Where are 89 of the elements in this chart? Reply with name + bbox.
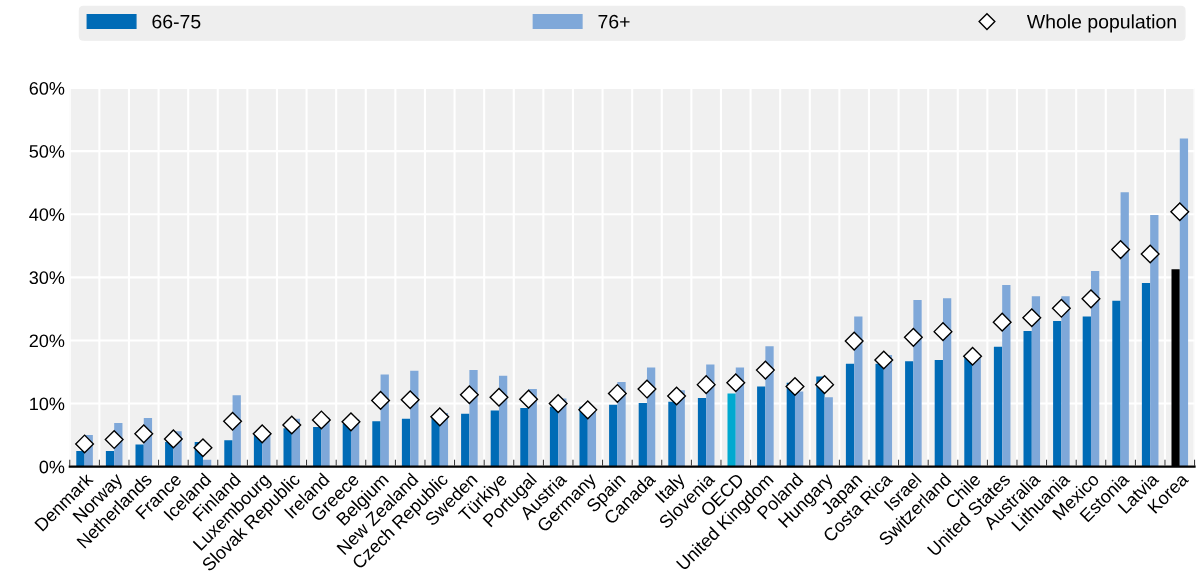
- point: [341, 412, 361, 432]
- bar: [972, 358, 981, 467]
- point: [371, 390, 391, 410]
- y-tick-label: 20%: [29, 334, 65, 348]
- point: [548, 394, 568, 414]
- bar: [1002, 284, 1011, 467]
- point: [282, 415, 302, 435]
- point: [815, 375, 835, 395]
- legend-label: 76+: [598, 14, 630, 29]
- y-tick-label: 10%: [30, 397, 65, 411]
- bar: [824, 397, 833, 467]
- y-tick-label: 40%: [29, 208, 65, 221]
- bar: [105, 450, 115, 467]
- bar: [757, 386, 766, 467]
- point: [163, 429, 183, 449]
- bar: [1023, 330, 1032, 467]
- point: [1111, 240, 1131, 260]
- bar: [1120, 192, 1129, 467]
- point: [1051, 298, 1071, 318]
- bar: [794, 391, 804, 467]
- bar: [1061, 296, 1070, 467]
- point: [134, 424, 154, 444]
- bar: [1150, 214, 1159, 467]
- bar: [372, 421, 381, 467]
- point: [696, 375, 716, 395]
- point: [519, 389, 539, 409]
- bar: [431, 418, 440, 467]
- bar: [913, 300, 922, 467]
- y-tick-label: 50%: [29, 145, 65, 158]
- bar: [1112, 300, 1121, 467]
- bar: [993, 346, 1003, 467]
- point: [1170, 202, 1190, 222]
- point: [844, 331, 864, 351]
- bar: [1179, 138, 1189, 467]
- point: [992, 312, 1012, 332]
- bar: [313, 426, 322, 467]
- bar: [135, 444, 144, 467]
- point: [193, 438, 213, 458]
- y-tick-label: 60%: [29, 81, 65, 95]
- legend-label: Whole population: [1026, 14, 1176, 33]
- bar: [1141, 283, 1151, 467]
- point: [489, 387, 509, 407]
- y-tick-label: 30%: [29, 271, 65, 285]
- point: [578, 400, 598, 420]
- bar: [1053, 320, 1062, 467]
- bar: [934, 360, 943, 467]
- bar: [520, 407, 529, 467]
- point: [104, 429, 124, 450]
- point: [607, 383, 627, 404]
- point: [459, 385, 479, 405]
- y-tick-label: 0%: [39, 460, 65, 474]
- point: [963, 346, 983, 366]
- bar: [964, 355, 973, 467]
- point: [785, 376, 805, 397]
- point: [874, 350, 894, 370]
- legend-label: 66-75: [152, 14, 201, 29]
- bar: [549, 406, 559, 467]
- bar: [668, 401, 677, 467]
- bar: [490, 410, 499, 467]
- bar: [1082, 316, 1091, 467]
- point: [667, 386, 687, 406]
- bar: [845, 363, 855, 467]
- point: [430, 407, 450, 427]
- point: [755, 360, 775, 380]
- point: [75, 434, 95, 454]
- bar: [401, 418, 411, 467]
- bar: [638, 402, 647, 467]
- point: [903, 327, 923, 347]
- bar: [461, 413, 470, 467]
- point: [1140, 244, 1160, 264]
- bar: [76, 450, 85, 467]
- point: [933, 322, 953, 342]
- point: [223, 411, 243, 431]
- bar: [875, 363, 884, 467]
- point: [726, 373, 746, 393]
- bar: [905, 361, 914, 467]
- point: [637, 379, 657, 399]
- bar: [727, 393, 736, 467]
- point: [311, 410, 331, 430]
- point: [252, 424, 272, 444]
- bar: [283, 428, 292, 467]
- bar: [1031, 296, 1041, 467]
- bar: [1090, 271, 1100, 467]
- point: [400, 390, 420, 410]
- point: [1081, 289, 1101, 309]
- bar: [224, 440, 233, 467]
- point: [1022, 308, 1042, 328]
- bar: [609, 404, 618, 467]
- bar: [697, 397, 707, 467]
